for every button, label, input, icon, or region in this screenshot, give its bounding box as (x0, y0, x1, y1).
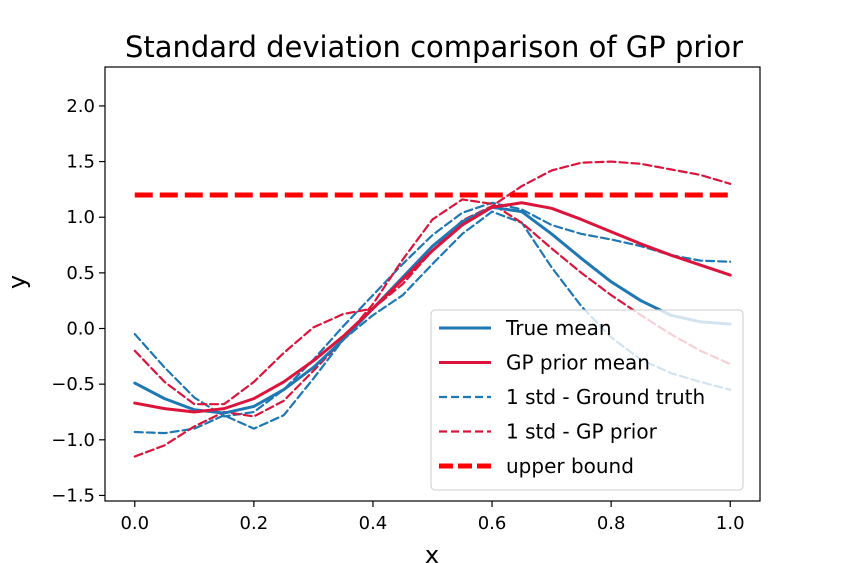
y-tick-label: 0.0 (66, 319, 95, 340)
y-tick-label: 1.0 (66, 207, 95, 228)
x-tick-label: 0.8 (597, 513, 626, 534)
legend-label: GP prior mean (506, 351, 650, 375)
x-tick-label: 0.2 (240, 513, 269, 534)
y-tick-label: −0.5 (51, 374, 95, 395)
y-tick-label: −1.5 (51, 485, 95, 506)
legend: True mean GP prior mean 1 std - Ground tru… (430, 309, 744, 491)
x-tick-label: 0.4 (359, 513, 388, 534)
y-tick-label: 1.5 (66, 152, 95, 173)
series-line-true-mean (133, 205, 732, 415)
chart-title: Standard deviation comparison of GP prio… (125, 30, 743, 64)
y-tick-label: −1.0 (51, 430, 95, 451)
series-line-1-std-gp-prior (133, 198, 732, 458)
x-tick-label: 1.0 (716, 513, 745, 534)
legend-box (430, 309, 744, 491)
y-tick-label: 0.5 (66, 263, 95, 284)
x-tick-label: 0.0 (120, 513, 149, 534)
plot-frame (104, 66, 761, 502)
y-axis-label: y (3, 275, 31, 289)
legend-label: upper bound (506, 454, 634, 478)
x-tick-label: 0.6 (478, 513, 507, 534)
x-axis-label: x (425, 541, 439, 563)
legend-label: True mean (505, 316, 612, 340)
legend-label: 1 std - Ground truth (506, 385, 705, 409)
legend-label: 1 std - GP prior (506, 420, 658, 444)
series-line-gp-prior-mean (133, 201, 732, 414)
y-tick-label: 2.0 (66, 96, 95, 117)
series-line-1-std-ground-truth (133, 201, 732, 418)
